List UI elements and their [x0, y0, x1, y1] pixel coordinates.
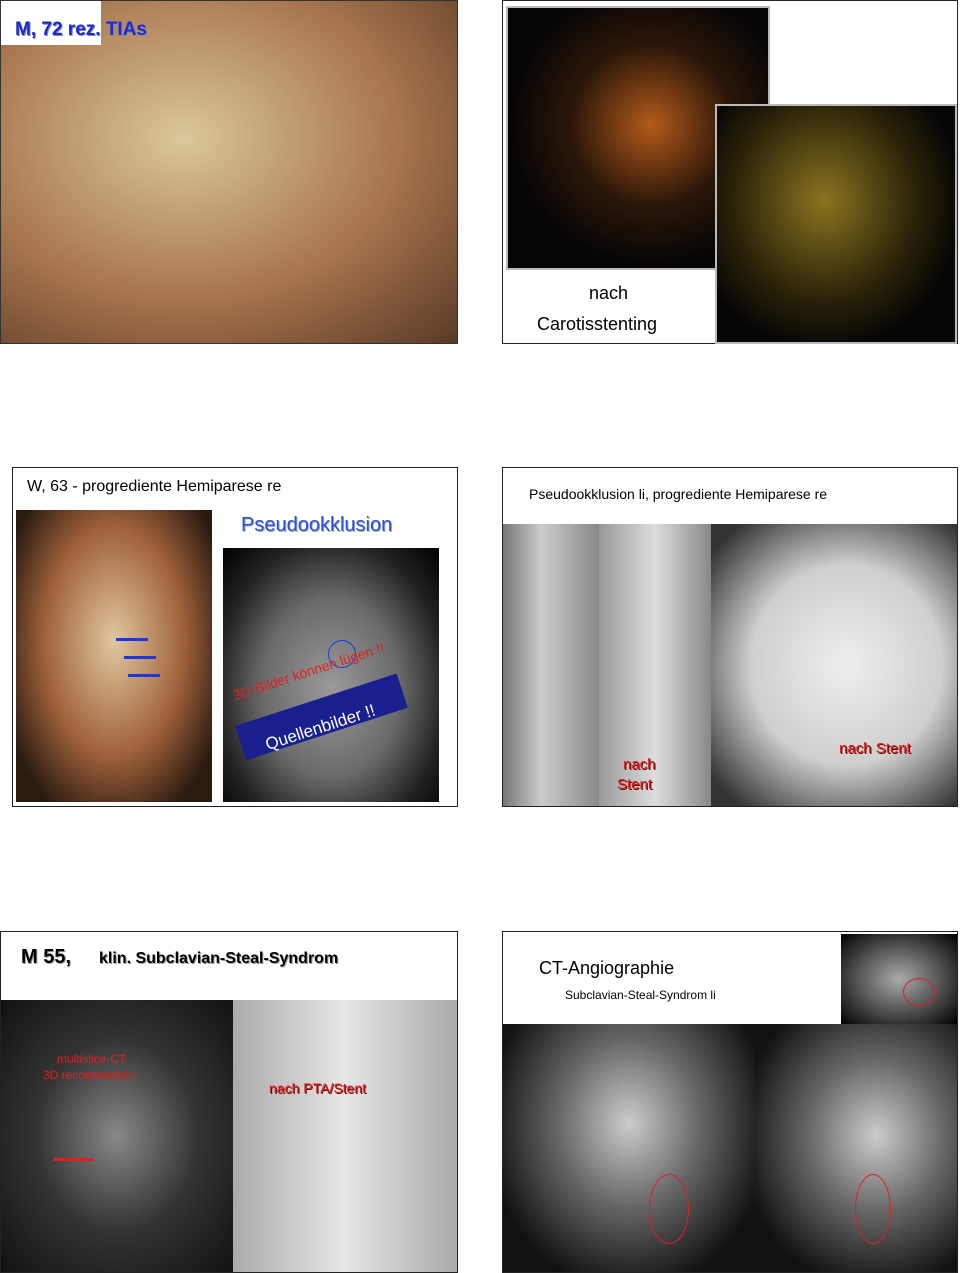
ct-axial-image: 3D-Bilder können lügen !! Quellenbilder …	[223, 548, 439, 802]
overlay-text: multislice-CT	[57, 1052, 127, 1066]
caption: nach	[589, 283, 629, 303]
overlay-text: 3D reconstruction	[43, 1068, 138, 1082]
ct-axial-image	[841, 934, 957, 1024]
label: nach PTA/Stent	[269, 1080, 367, 1096]
label: Stent	[617, 776, 653, 793]
angio-image	[715, 104, 957, 344]
title-box	[1, 1, 101, 45]
slide-title: CT-Angiographie	[539, 958, 675, 978]
ct-3d-image	[16, 510, 212, 802]
slide: nach Carotisstenting	[502, 0, 958, 344]
label: nach Stent	[839, 740, 911, 757]
subtitle: klin. Subclavian-Steal-Syndrom	[99, 950, 339, 967]
caption: Carotisstenting	[537, 314, 658, 334]
slide-title: M, 72 rez. TIAs	[15, 19, 147, 40]
ct-3d-image: M, 72 rez. TIAs	[0, 0, 458, 344]
slide: M 55, klin. Subclavian-Steal-Syndrom mul…	[0, 931, 458, 1273]
angio-image	[711, 524, 957, 806]
angio-image: nach PTA/Stent	[233, 1000, 457, 1272]
slide: Pseudookklusion li, progrediente Hemipar…	[502, 467, 958, 807]
slide-title: Pseudookklusion li, progrediente Hemipar…	[529, 486, 828, 502]
ct-angio-image	[755, 1024, 957, 1272]
ct-3d-image: multislice-CT 3D reconstruction	[1, 1000, 233, 1272]
angio-image	[599, 524, 711, 806]
slide-title: W, 63 - progrediente Hemiparese re	[27, 478, 282, 495]
ct-angio-image	[503, 1024, 755, 1272]
slide-title: M 55,	[21, 946, 72, 968]
slide: W, 63 - progrediente Hemiparese re Pseud…	[12, 467, 458, 807]
angio-image	[503, 524, 599, 806]
subtitle: Subclavian-Steal-Syndrom li	[565, 988, 716, 1002]
label: nach	[623, 756, 656, 773]
heading: Pseudookklusion	[241, 514, 393, 536]
slide: CT-Angiographie Subclavian-Steal-Syndrom…	[502, 931, 958, 1273]
